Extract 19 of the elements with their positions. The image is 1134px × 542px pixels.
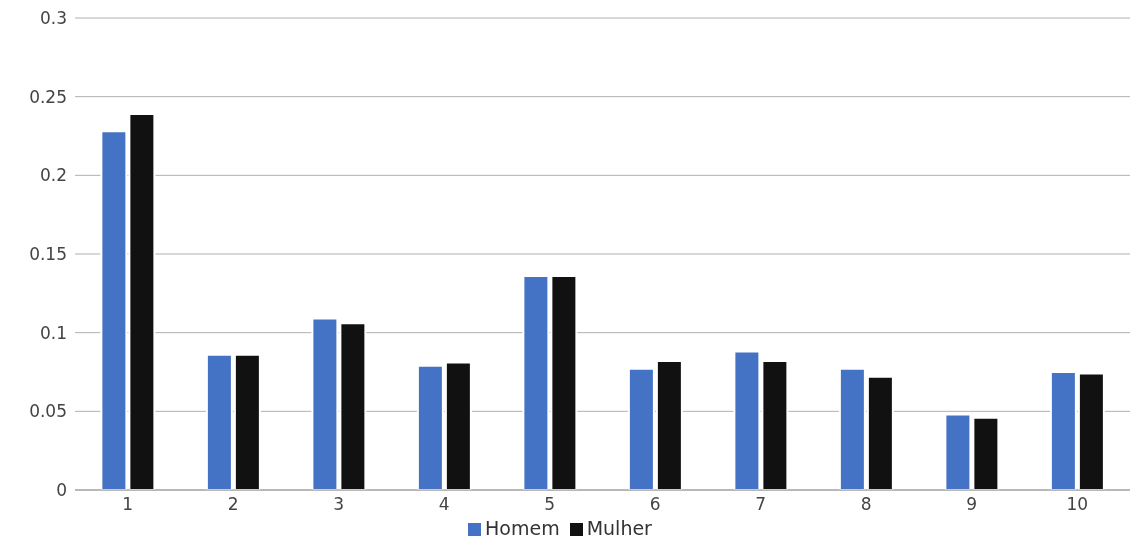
legend-label: Mulher bbox=[586, 517, 652, 539]
x-tick-label: 5 bbox=[544, 494, 556, 515]
y-tick-label: 0.25 bbox=[29, 86, 67, 107]
x-tick-label: 9 bbox=[966, 494, 978, 515]
y-tick-label: 0.15 bbox=[29, 244, 67, 265]
y-tick-label: 0.2 bbox=[39, 165, 67, 186]
x-tick-label: 6 bbox=[649, 494, 661, 515]
y-tick-label: 0.05 bbox=[29, 401, 67, 422]
x-tick-label: 7 bbox=[755, 494, 767, 515]
y-tick-label: 0 bbox=[56, 480, 67, 501]
x-tick-label: 4 bbox=[438, 494, 450, 515]
legend-label: Homem bbox=[485, 517, 560, 539]
x-tick-label: 3 bbox=[333, 494, 345, 515]
x-tick-label: 1 bbox=[122, 494, 134, 515]
x-tick-label: 10 bbox=[1066, 494, 1089, 515]
y-tick-label: 0.1 bbox=[39, 322, 67, 343]
y-tick-label: 0.3 bbox=[39, 8, 67, 29]
x-tick-label: 8 bbox=[860, 494, 872, 515]
x-tick-label: 2 bbox=[227, 494, 239, 515]
